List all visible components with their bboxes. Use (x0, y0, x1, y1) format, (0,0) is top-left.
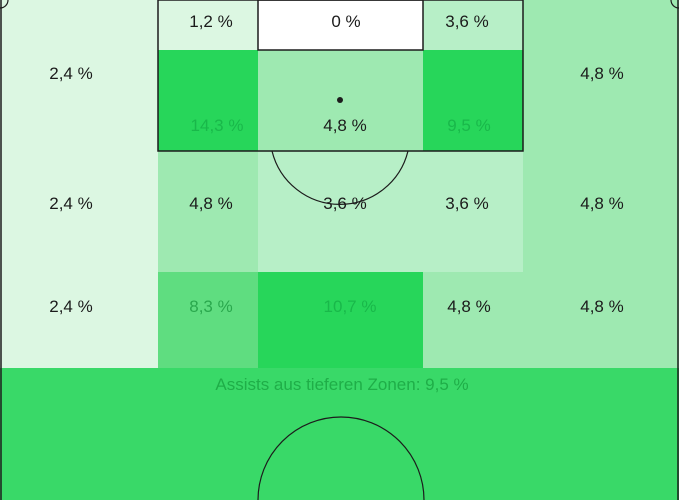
zone-goal-center (258, 0, 423, 50)
label-low-right: 4,8 % (447, 297, 491, 316)
label-goal-left: 1,2 % (189, 12, 233, 31)
label-mid-left: 4,8 % (189, 194, 233, 213)
zone-low-right (423, 272, 523, 368)
zone-low-left (158, 272, 258, 368)
label-right-wing-mid: 4,8 % (580, 194, 624, 213)
label-right-wing-top: 4,8 % (580, 64, 624, 83)
label-right-wing-bottom: 4,8 % (580, 297, 624, 316)
zone-mid-center (258, 151, 523, 272)
zone-goal-right (423, 0, 523, 50)
zone-deep (0, 368, 679, 500)
zone-box-right (423, 50, 523, 151)
zone-box-left (158, 50, 258, 151)
label-mid-center: 3,6 % (323, 194, 367, 213)
label-mid-right: 3,6 % (445, 194, 489, 213)
zone-low-center (258, 272, 423, 368)
label-box-left: 14,3 % (190, 116, 244, 135)
label-box-center: 4,8 % (323, 116, 367, 135)
label-low-center: 10,7 % (323, 297, 377, 316)
label-low-left: 8,3 % (189, 297, 233, 316)
zone-mid-left (158, 151, 258, 272)
label-left-wing-top: 2,4 % (49, 64, 93, 83)
zone-left-wing (0, 0, 158, 368)
label-deep-zones: Assists aus tieferen Zonen: 9,5 % (215, 375, 469, 394)
zone-right-wing (523, 0, 679, 368)
label-left-wing-mid: 2,4 % (49, 194, 93, 213)
label-goal-right: 3,6 % (445, 12, 489, 31)
label-goal-center: 0 % (331, 12, 361, 31)
label-box-right: 9,5 % (447, 116, 491, 135)
zone-goal-left (158, 0, 258, 50)
label-left-wing-bottom: 2,4 % (49, 297, 93, 316)
